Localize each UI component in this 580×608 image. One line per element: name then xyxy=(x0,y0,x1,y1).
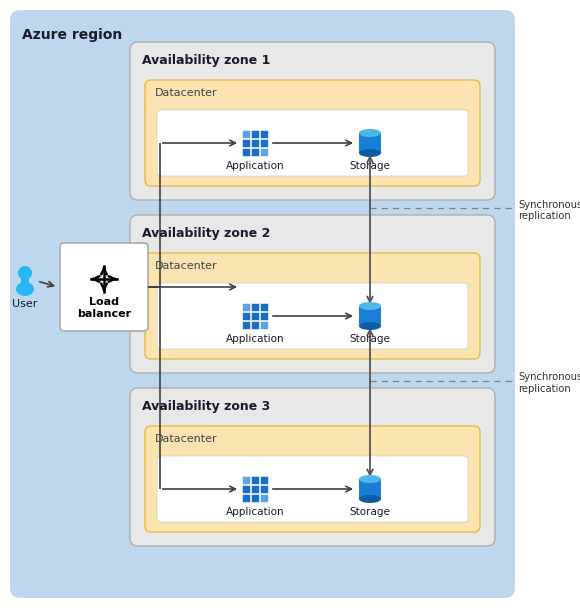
Text: Availability zone 3: Availability zone 3 xyxy=(142,400,270,413)
Bar xyxy=(260,303,268,311)
Text: Availability zone 1: Availability zone 1 xyxy=(142,54,270,67)
Bar xyxy=(242,494,249,502)
Text: Synchronous
replication: Synchronous replication xyxy=(518,373,580,394)
Bar xyxy=(260,494,268,502)
Bar xyxy=(260,485,268,493)
FancyBboxPatch shape xyxy=(130,42,495,200)
Bar xyxy=(359,133,381,153)
FancyBboxPatch shape xyxy=(130,215,495,373)
Bar xyxy=(242,485,249,493)
Bar xyxy=(242,139,249,147)
FancyBboxPatch shape xyxy=(10,10,515,598)
FancyBboxPatch shape xyxy=(157,283,468,349)
Bar xyxy=(260,322,268,329)
Bar xyxy=(242,322,249,329)
Bar xyxy=(260,476,268,484)
Bar xyxy=(251,494,259,502)
Text: Application: Application xyxy=(226,507,284,517)
Bar xyxy=(359,479,381,499)
Text: Availability zone 2: Availability zone 2 xyxy=(142,227,270,240)
Bar xyxy=(21,278,29,284)
Bar xyxy=(260,312,268,320)
Bar xyxy=(251,130,259,137)
Bar xyxy=(260,148,268,156)
Ellipse shape xyxy=(359,149,381,157)
Bar xyxy=(359,306,381,326)
FancyBboxPatch shape xyxy=(60,243,148,331)
Text: Storage: Storage xyxy=(350,334,390,344)
Bar xyxy=(251,312,259,320)
Bar xyxy=(251,148,259,156)
FancyBboxPatch shape xyxy=(145,426,480,532)
Bar xyxy=(251,139,259,147)
Text: Azure region: Azure region xyxy=(22,28,122,42)
FancyBboxPatch shape xyxy=(157,110,468,176)
Bar xyxy=(260,130,268,137)
Ellipse shape xyxy=(359,495,381,503)
Text: Datacenter: Datacenter xyxy=(155,88,218,98)
FancyBboxPatch shape xyxy=(130,388,495,546)
Text: Datacenter: Datacenter xyxy=(155,261,218,271)
Bar xyxy=(242,476,249,484)
Text: Application: Application xyxy=(226,161,284,171)
Text: Application: Application xyxy=(226,334,284,344)
Text: Storage: Storage xyxy=(350,507,390,517)
Circle shape xyxy=(18,266,32,280)
Bar xyxy=(242,130,249,137)
FancyBboxPatch shape xyxy=(145,253,480,359)
Bar xyxy=(242,303,249,311)
Bar xyxy=(260,139,268,147)
Ellipse shape xyxy=(16,282,34,296)
Bar xyxy=(251,303,259,311)
Ellipse shape xyxy=(359,475,381,483)
Bar xyxy=(251,476,259,484)
Bar xyxy=(242,148,249,156)
FancyBboxPatch shape xyxy=(157,456,468,522)
Ellipse shape xyxy=(359,322,381,330)
Text: Synchronous
replication: Synchronous replication xyxy=(518,199,580,221)
Text: User: User xyxy=(12,299,38,309)
Ellipse shape xyxy=(359,129,381,137)
Text: Load
balancer: Load balancer xyxy=(77,297,131,319)
FancyBboxPatch shape xyxy=(145,80,480,186)
Bar xyxy=(251,322,259,329)
Ellipse shape xyxy=(359,302,381,310)
Text: Storage: Storage xyxy=(350,161,390,171)
Bar xyxy=(242,312,249,320)
Bar xyxy=(251,485,259,493)
Text: Datacenter: Datacenter xyxy=(155,434,218,444)
